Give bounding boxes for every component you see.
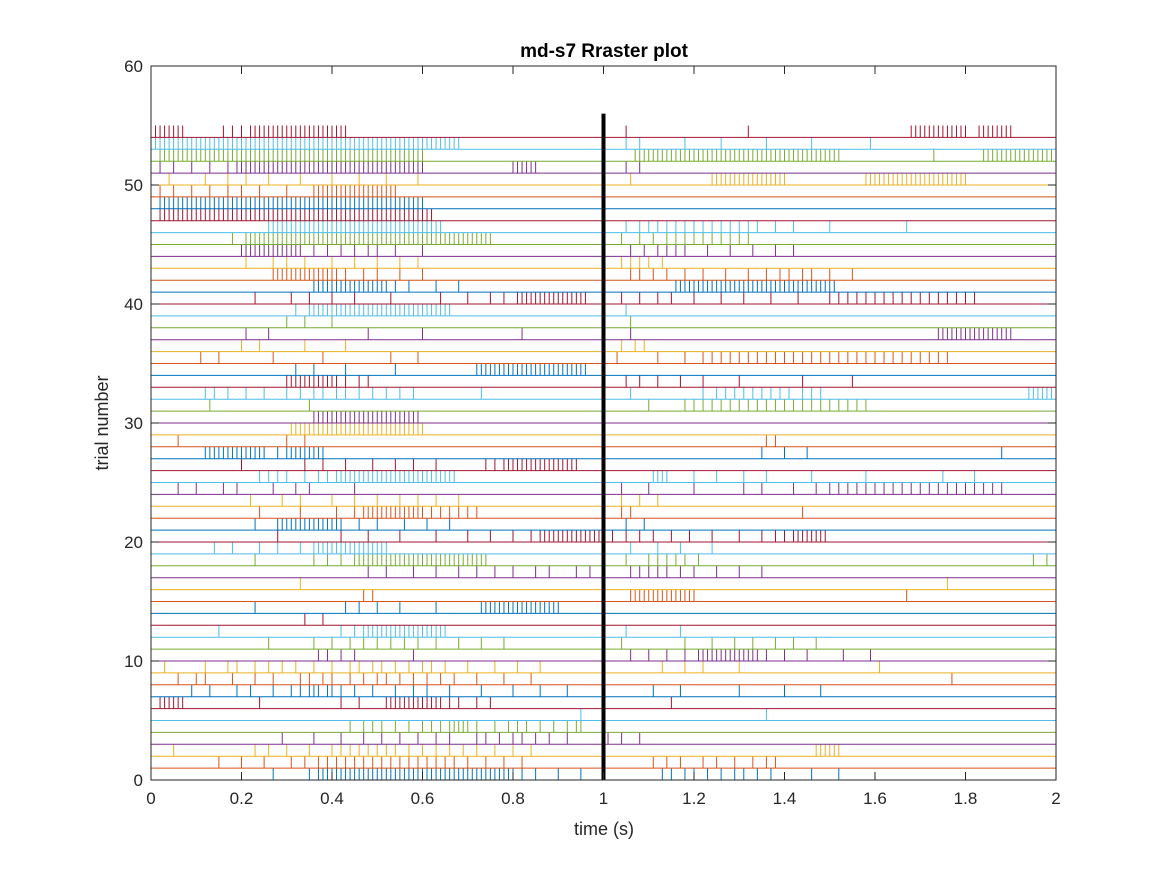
x-tick-label: 0.2 (230, 789, 254, 808)
x-tick-label: 0 (146, 789, 155, 808)
trials-layer (151, 125, 1057, 781)
y-tick-label: 30 (124, 414, 143, 433)
x-tick-label: 1.6 (863, 789, 887, 808)
x-tick-label: 0.6 (411, 789, 435, 808)
x-tick-label: 0.8 (501, 789, 525, 808)
x-axis-ticks: 0 0.2 0.4 0.6 0.8 1 1.2 1.4 1.6 1.8 2 (146, 66, 1061, 808)
trial-row (151, 732, 1056, 745)
x-tick-label: 1.2 (682, 789, 706, 808)
x-tick-label: 1.4 (773, 789, 797, 808)
x-tick-label: 2 (1051, 789, 1060, 808)
chart-title: md-s7 Rraster plot (520, 41, 689, 62)
x-axis-label: time (s) (574, 819, 634, 839)
x-tick-label: 1 (599, 789, 608, 808)
y-tick-label: 10 (124, 652, 143, 671)
y-tick-label: 20 (124, 533, 143, 552)
trial-row (151, 446, 1056, 460)
x-tick-label: 0.4 (320, 789, 344, 808)
y-tick-label: 0 (134, 771, 143, 790)
trial-row (151, 232, 1056, 245)
y-tick-label: 40 (124, 295, 143, 314)
y-tick-label: 60 (124, 57, 143, 76)
y-axis-label: trial number (92, 375, 112, 470)
x-tick-label: 1.8 (954, 789, 978, 808)
y-axis-ticks: 0 10 20 30 40 50 60 (124, 57, 1056, 790)
y-tick-label: 50 (124, 176, 143, 195)
